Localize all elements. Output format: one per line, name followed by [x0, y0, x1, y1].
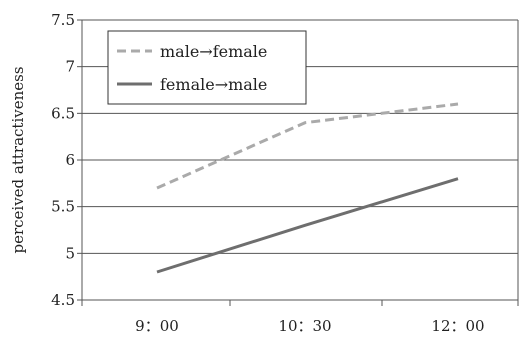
x-tick-labels: 9：00 10：30 12：00	[135, 317, 484, 335]
series-line-male-female	[156, 102, 459, 190]
y-tick-label: 7.5	[51, 11, 75, 29]
x-tick-label: 9：00	[135, 317, 179, 335]
y-tick-label: 7	[65, 58, 75, 76]
y-axis-title: perceived attractiveness	[9, 66, 27, 253]
legend-label-male-female: male→female	[160, 42, 267, 61]
y-tick-labels: 4.5 5 5.5 6 6.5 7 7.5	[51, 11, 75, 309]
legend-box	[107, 30, 307, 105]
y-tick-label: 6.5	[51, 104, 75, 122]
series-line-female-male	[156, 177, 459, 274]
y-tick-label: 4.5	[51, 291, 75, 309]
legend-label-female-male: female→male	[160, 75, 267, 94]
y-tick-label: 5	[65, 244, 75, 262]
legend: male→female female→male	[107, 30, 307, 105]
x-tick-label: 10：30	[278, 317, 331, 335]
x-tick-label: 12：00	[431, 317, 484, 335]
y-tick-label: 5.5	[51, 198, 75, 216]
series-lines	[156, 102, 459, 274]
y-tick-label: 6	[65, 151, 75, 169]
